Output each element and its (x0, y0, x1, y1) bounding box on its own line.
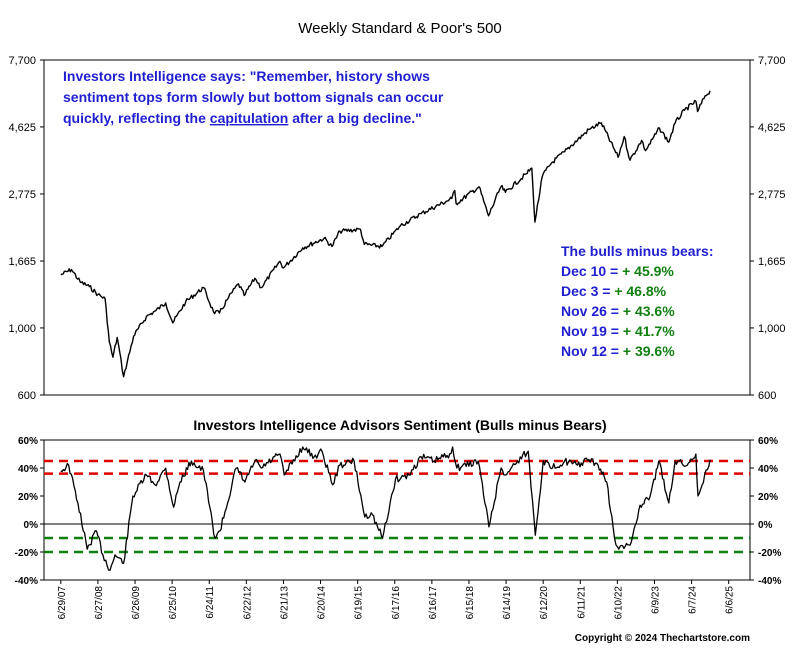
sentiment-y-tick-label-left: 0% (24, 520, 39, 531)
sentiment-y-tick-label-left: 60% (18, 436, 38, 447)
price-y-tick-label-left: 1,000 (8, 323, 36, 335)
price-y-tick-label-left: 1,665 (8, 256, 36, 268)
sentiment-reference-lines (44, 459, 750, 554)
price-y-tick-label-left: 7,700 (8, 55, 36, 67)
sentiment-y-tick-label-left: -40% (15, 576, 38, 587)
copyright-text: Copyright © 2024 Thechartstore.com (575, 633, 750, 644)
sentiment-x-ticks: 6/29/07 6/27/08 6/26/09 6/25/10 6/24/11 6/22/… (57, 580, 736, 619)
sentiment-x-tick-label: 6/29/07 (57, 586, 68, 620)
sentiment-x-tick-label: 6/15/18 (465, 586, 476, 620)
chart-title: Weekly Standard & Poor's 500 (298, 20, 502, 37)
bulls-minus-bears-line (60, 446, 711, 571)
sentiment-y-tick-label-left: -20% (15, 548, 38, 559)
reading-item: Nov 12 = + 39.6% (561, 343, 675, 359)
price-y-tick-label-right: 4,625 (758, 122, 786, 134)
sentiment-chart-title: Investors Intelligence Advisors Sentimen… (193, 417, 606, 433)
reading-item: Nov 19 = + 41.7% (561, 323, 675, 339)
sentiment-x-tick-label: 6/17/16 (391, 586, 402, 620)
investors-intelligence-quote: Investors Intelligence says: "Remember, … (63, 68, 444, 126)
price-y-tick-label-left: 600 (18, 390, 36, 402)
price-y-ticks: 600 600 1,000 1,000 1,665 1,665 2,775 2,775 4,62… (8, 55, 785, 402)
sentiment-x-tick-label: 6/14/19 (502, 586, 513, 620)
reading-item: Dec 10 = + 45.9% (561, 263, 674, 279)
sentiment-y-tick-label-right: -40% (758, 576, 781, 587)
price-plot-frame (43, 59, 751, 396)
sentiment-x-tick-label: 6/19/15 (354, 586, 365, 620)
sentiment-y-tick-label-left: 20% (18, 492, 38, 503)
sentiment-x-tick-label: 6/6/25 (725, 586, 736, 614)
sentiment-x-tick-label: 6/16/17 (428, 586, 439, 620)
sp500-price-line (60, 90, 711, 378)
price-y-tick-label-right: 1,665 (758, 256, 786, 268)
sentiment-y-tick-label-right: 40% (758, 464, 778, 475)
sentiment-y-tick-label-left: 40% (18, 464, 38, 475)
sentiment-x-tick-label: 6/20/14 (317, 586, 328, 620)
price-y-tick-label-right: 600 (758, 390, 776, 402)
reading-item: Nov 26 = + 43.6% (561, 303, 675, 319)
price-y-tick-label-right: 2,775 (758, 189, 786, 201)
sentiment-y-tick-label-right: 0% (758, 520, 773, 531)
sentiment-x-tick-label: 6/7/24 (688, 586, 699, 614)
sentiment-x-tick-label: 6/22/12 (242, 586, 253, 620)
reading-item: Dec 3 = + 46.8% (561, 283, 667, 299)
sentiment-x-tick-label: 6/9/23 (650, 586, 661, 614)
sentiment-x-tick-label: 6/25/10 (168, 586, 179, 620)
sentiment-x-tick-label: 6/12/20 (539, 586, 550, 620)
price-y-tick-label-left: 4,625 (8, 122, 36, 134)
sentiment-x-tick-label: 6/21/13 (279, 586, 290, 620)
sentiment-x-tick-label: 6/10/22 (613, 586, 624, 620)
sentiment-plot-frame (43, 439, 751, 581)
price-y-tick-label-right: 7,700 (758, 55, 786, 67)
sentiment-y-tick-label-right: 20% (758, 492, 778, 503)
sentiment-x-tick-label: 6/24/11 (205, 586, 216, 619)
bulls-minus-bears-readings: The bulls minus bears: Dec 10 = + 45.9% De… (561, 243, 713, 359)
price-y-tick-label-left: 2,775 (8, 189, 36, 201)
sentiment-x-tick-label: 6/26/09 (131, 586, 142, 620)
sentiment-y-tick-label-right: 60% (758, 436, 778, 447)
sentiment-y-ticks: -40% -40% -20% -20% 0% 0% 20% 20% 40% 40% 60% 60% (15, 436, 782, 587)
price-y-tick-label-right: 1,000 (758, 323, 786, 335)
sentiment-y-tick-label-right: -20% (758, 548, 781, 559)
sentiment-x-tick-label: 6/11/21 (576, 586, 587, 619)
readings-heading: The bulls minus bears: (561, 243, 713, 259)
sentiment-x-tick-label: 6/27/08 (94, 586, 105, 620)
